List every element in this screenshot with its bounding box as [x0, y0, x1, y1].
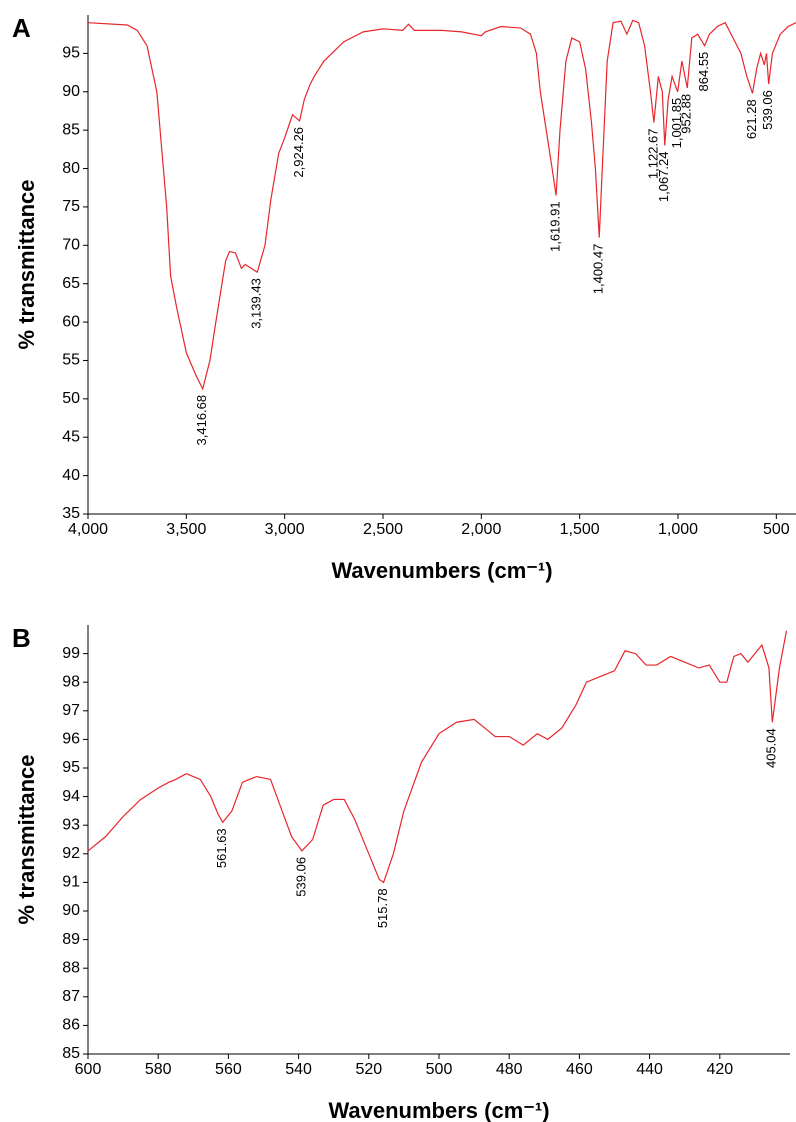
y-tick-label: 92 [62, 845, 80, 862]
x-tick-label: 420 [706, 1061, 733, 1078]
y-tick-label: 40 [62, 467, 80, 484]
y-tick-label: 90 [62, 902, 80, 919]
y-tick-label: 70 [62, 237, 80, 254]
y-tick-label: 95 [62, 759, 80, 776]
y-tick-label: 96 [62, 731, 80, 748]
peak-label: 1,067.24 [656, 152, 671, 203]
peak-label: 952.88 [679, 94, 694, 134]
x-tick-label: 460 [566, 1061, 593, 1078]
x-tick-label: 540 [285, 1061, 312, 1078]
y-tick-label: 97 [62, 702, 80, 719]
y-tick-label: 94 [62, 788, 80, 805]
y-tick-label: 50 [62, 390, 80, 407]
peak-label: 405.04 [764, 728, 779, 768]
x-tick-label: 3,000 [265, 521, 305, 538]
y-tick-label: 91 [62, 874, 80, 891]
y-tick-label: 45 [62, 428, 80, 445]
x-axis-title: Wavenumbers (cm⁻¹) [331, 558, 552, 583]
y-axis-title: % transmittance [14, 755, 39, 925]
peak-label: 539.06 [293, 857, 308, 897]
x-tick-label: 2,500 [363, 521, 403, 538]
y-tick-label: 98 [62, 673, 80, 690]
x-tick-label: 500 [426, 1061, 453, 1078]
x-tick-label: 580 [145, 1061, 172, 1078]
peak-label: 864.55 [696, 52, 711, 92]
peak-label: 539.06 [760, 90, 775, 130]
y-tick-label: 95 [62, 45, 80, 62]
spectrum-line [87, 19, 796, 391]
peak-label: 3,139.43 [249, 278, 264, 329]
peak-label: 1,400.47 [591, 244, 606, 295]
x-tick-label: 480 [496, 1061, 523, 1078]
x-tick-label: 500 [763, 521, 790, 538]
peak-label: 515.78 [375, 888, 390, 928]
y-tick-label: 86 [62, 1017, 80, 1034]
y-tick-label: 87 [62, 988, 80, 1005]
peak-label: 561.63 [214, 828, 229, 868]
panel-label: A [12, 13, 31, 43]
x-tick-label: 560 [215, 1061, 242, 1078]
x-axis-title: Wavenumbers (cm⁻¹) [328, 1098, 549, 1122]
x-tick-label: 520 [355, 1061, 382, 1078]
y-tick-label: 90 [62, 83, 80, 100]
y-axis-title: % transmittance [14, 180, 39, 350]
peak-label: 1,001.85 [669, 98, 684, 149]
y-tick-label: 65 [62, 275, 80, 292]
peak-label: 1,122.67 [645, 128, 660, 179]
y-tick-label: 35 [62, 505, 80, 522]
y-tick-label: 85 [62, 121, 80, 138]
x-tick-label: 3,500 [166, 521, 206, 538]
x-tick-label: 2,000 [461, 521, 501, 538]
x-tick-label: 4,000 [68, 521, 108, 538]
peak-label: 2,924.26 [291, 127, 306, 178]
x-tick-label: 440 [636, 1061, 663, 1078]
peak-label: 3,416.68 [194, 395, 209, 446]
spectrum-line [87, 630, 788, 884]
y-tick-label: 99 [62, 645, 80, 662]
x-tick-label: 1,500 [560, 521, 600, 538]
x-tick-label: 600 [75, 1061, 102, 1078]
y-tick-label: 75 [62, 198, 80, 215]
peak-label: 621.28 [744, 99, 759, 139]
panel-label: B [12, 623, 31, 653]
y-tick-label: 93 [62, 816, 80, 833]
y-tick-label: 85 [62, 1045, 80, 1062]
peak-label: 1,619.91 [548, 201, 563, 252]
y-tick-label: 89 [62, 931, 80, 948]
y-tick-label: 55 [62, 352, 80, 369]
y-tick-label: 60 [62, 313, 80, 330]
y-tick-label: 88 [62, 959, 80, 976]
y-tick-label: 80 [62, 160, 80, 177]
x-tick-label: 1,000 [658, 521, 698, 538]
